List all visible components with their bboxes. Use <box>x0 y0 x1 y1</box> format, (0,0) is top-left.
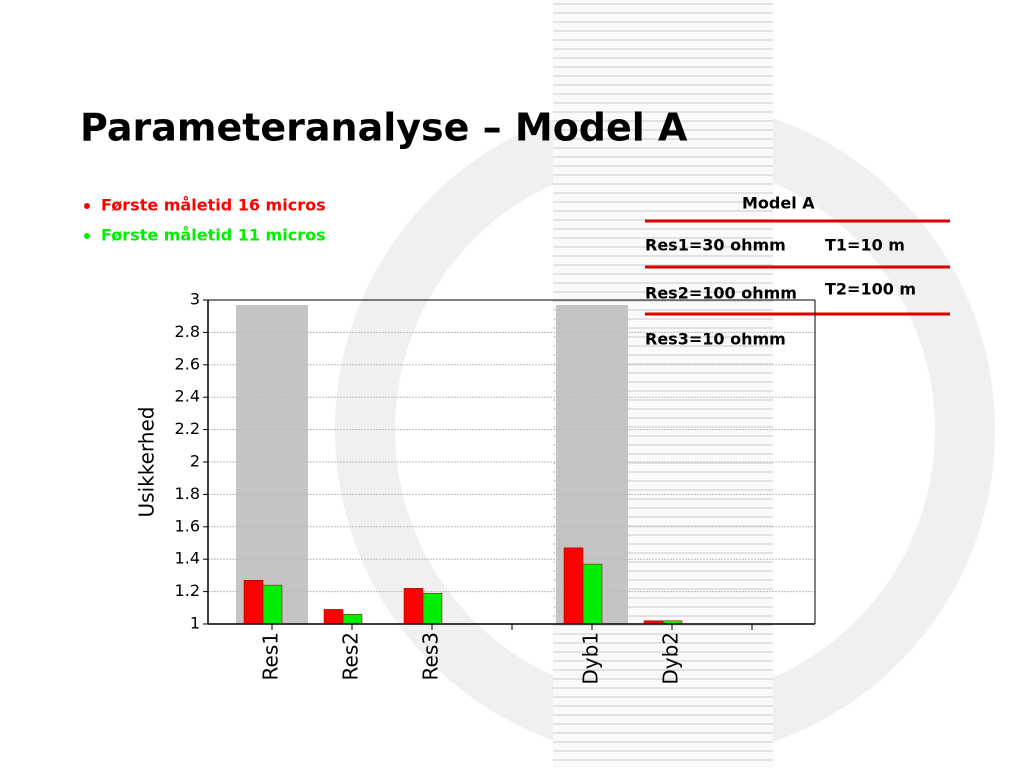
slide-title: Parameteranalyse – Model A <box>80 106 688 150</box>
bar <box>342 614 363 625</box>
table-title: Model A <box>742 194 815 213</box>
x-tick-label: Res1 <box>259 632 283 680</box>
table-cell: T2=100 m <box>825 280 916 299</box>
y-axis-label: Usikkerhed <box>135 407 159 518</box>
x-tick-label: Res2 <box>339 632 363 680</box>
bar <box>403 588 424 625</box>
y-tick-label: 2 <box>190 452 200 471</box>
background-decoration <box>335 0 995 768</box>
y-tick-label: 1 <box>190 614 200 633</box>
x-tick-label: Dyb1 <box>579 632 603 685</box>
y-tick-label: 2.4 <box>175 387 200 406</box>
y-tick-label: 2.6 <box>175 354 200 373</box>
y-tick-label: 1.4 <box>175 549 200 568</box>
bar <box>563 547 584 625</box>
x-tick-label: Res3 <box>419 632 443 680</box>
table-cell: T1=10 m <box>825 236 905 255</box>
bar <box>243 580 264 625</box>
bar <box>262 584 283 625</box>
legend-label: Første måletid 11 micros <box>101 226 326 245</box>
legend-bullet <box>84 203 90 209</box>
y-tick-label: 2.8 <box>175 322 200 341</box>
table-cell: Res1=30 ohmm <box>645 236 786 255</box>
bar <box>422 592 443 625</box>
y-tick-label: 1.8 <box>175 484 200 503</box>
category-shading <box>236 305 308 624</box>
x-tick-label: Dyb2 <box>659 632 683 685</box>
y-tick-label: 1.2 <box>175 581 200 600</box>
bar <box>323 609 344 625</box>
legend-label: Første måletid 16 micros <box>101 196 326 215</box>
y-tick-label: 3 <box>190 290 200 309</box>
y-tick-label: 2.2 <box>175 419 200 438</box>
table-cell: Res2=100 ohmm <box>645 284 797 303</box>
bar <box>582 563 603 625</box>
table-cell: Res3=10 ohmm <box>645 330 786 349</box>
y-tick-label: 1.6 <box>175 516 200 535</box>
legend-bullet <box>84 233 90 239</box>
